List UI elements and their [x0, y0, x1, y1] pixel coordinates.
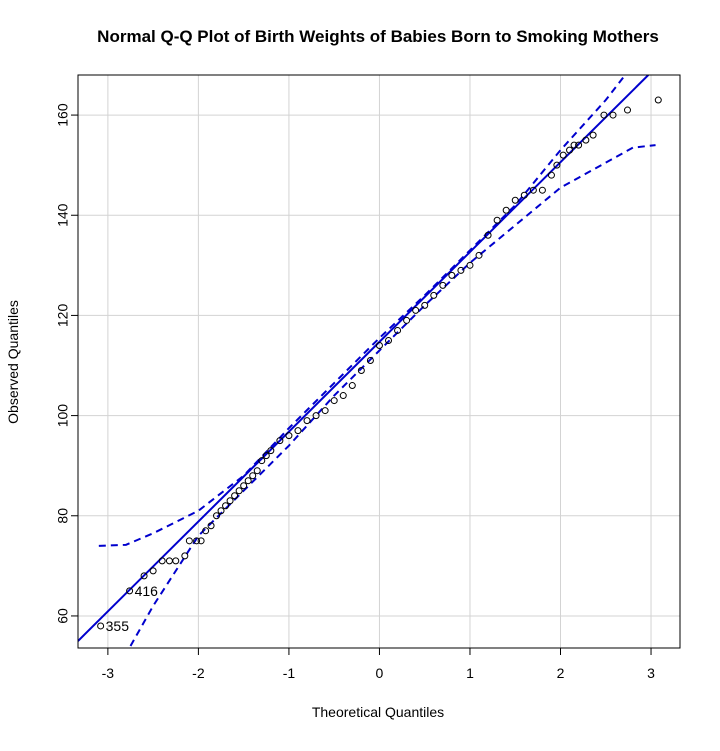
point	[553, 161, 561, 169]
point	[394, 326, 402, 334]
x-tick-label: -2	[192, 665, 205, 681]
point	[448, 271, 456, 279]
y-tick-label: 140	[55, 203, 71, 227]
point	[226, 497, 234, 505]
point	[197, 537, 205, 545]
point	[312, 412, 320, 420]
point	[339, 392, 347, 400]
upper-line	[98, 75, 627, 547]
point	[357, 367, 365, 375]
y-tick-label: 60	[55, 608, 71, 624]
lower-line	[129, 144, 656, 647]
y-axis-label: Observed Quantiles	[5, 300, 21, 424]
point	[158, 557, 166, 565]
point	[538, 186, 546, 194]
point	[529, 186, 537, 194]
point	[520, 191, 528, 199]
point	[258, 457, 266, 465]
point	[207, 522, 215, 530]
point	[193, 537, 201, 545]
point	[321, 407, 329, 415]
y-tick-label: 160	[55, 103, 71, 127]
point	[484, 231, 492, 239]
point	[511, 196, 519, 204]
point	[430, 291, 438, 299]
point	[222, 502, 230, 510]
point	[126, 587, 134, 595]
point	[172, 557, 180, 565]
point	[330, 397, 338, 405]
point	[285, 432, 293, 440]
x-tick-label: 2	[557, 665, 565, 681]
point	[249, 472, 257, 480]
point	[493, 216, 501, 224]
point	[559, 151, 567, 159]
point	[623, 106, 631, 114]
x-tick-label: 3	[647, 665, 655, 681]
point	[185, 537, 193, 545]
point	[262, 452, 270, 460]
x-tick-label: 0	[376, 665, 384, 681]
point	[412, 306, 420, 314]
point	[582, 136, 590, 144]
reference-line	[78, 75, 650, 642]
point	[97, 622, 105, 630]
y-tick-label: 80	[55, 508, 71, 524]
point	[457, 266, 465, 274]
point	[570, 141, 578, 149]
point	[366, 356, 374, 364]
point	[403, 316, 411, 324]
point	[654, 96, 662, 104]
x-tick-label: -1	[283, 665, 296, 681]
point	[348, 382, 356, 390]
y-tick-label: 120	[55, 304, 71, 328]
plot-frame	[77, 74, 681, 649]
x-tick-label: -3	[102, 665, 115, 681]
point	[439, 281, 447, 289]
point	[466, 261, 474, 269]
point	[475, 251, 483, 259]
point	[385, 336, 393, 344]
point	[267, 447, 275, 455]
point	[231, 492, 239, 500]
point	[589, 131, 597, 139]
point	[421, 301, 429, 309]
point	[165, 557, 173, 565]
point	[547, 171, 555, 179]
point	[600, 111, 608, 119]
point	[213, 512, 221, 520]
point	[202, 527, 210, 535]
point-annotation: 355	[106, 618, 130, 634]
point	[253, 467, 261, 475]
point	[375, 341, 383, 349]
point	[566, 146, 574, 154]
point	[240, 482, 248, 490]
point	[575, 141, 583, 149]
point	[303, 417, 311, 425]
point	[181, 552, 189, 560]
y-tick-label: 100	[55, 404, 71, 428]
point-annotation: 416	[135, 583, 159, 599]
x-axis-label: Theoretical Quantiles	[312, 704, 444, 720]
point	[149, 567, 157, 575]
point	[276, 437, 284, 445]
point	[140, 572, 148, 580]
point	[502, 206, 510, 214]
point	[244, 477, 252, 485]
point	[217, 507, 225, 515]
point	[294, 427, 302, 435]
point	[609, 111, 617, 119]
x-tick-label: 1	[466, 665, 474, 681]
point	[235, 487, 243, 495]
chart-title: Normal Q-Q Plot of Birth Weights of Babi…	[97, 27, 659, 46]
